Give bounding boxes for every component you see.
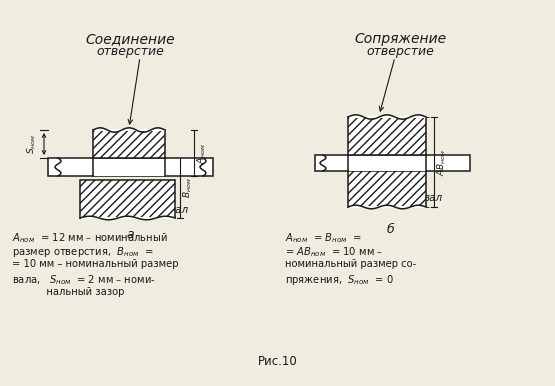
Bar	[348, 171, 426, 207]
Text: вала,   $S_{ном}$  = 2 мм – номи-: вала, $S_{ном}$ = 2 мм – номи-	[12, 273, 156, 287]
Bar	[80, 180, 175, 218]
Text: $S_{ном}$: $S_{ном}$	[26, 134, 38, 154]
Text: вал: вал	[424, 193, 443, 203]
Text: размер отверстия,  $B_{ном}$  =: размер отверстия, $B_{ном}$ =	[12, 245, 154, 259]
Text: Соединение: Соединение	[85, 32, 175, 46]
Text: $AB_{ном}$: $AB_{ном}$	[436, 148, 448, 176]
Text: пряжения,  $S_{ном}$  = 0: пряжения, $S_{ном}$ = 0	[285, 273, 394, 287]
Bar	[93, 130, 165, 158]
Text: б: б	[386, 223, 394, 236]
Bar	[93, 159, 164, 176]
Text: нальный зазор: нальный зазор	[12, 287, 124, 297]
Text: = 10 мм – номинальный размер: = 10 мм – номинальный размер	[12, 259, 179, 269]
Text: номинальный размер со-: номинальный размер со-	[285, 259, 416, 269]
Bar	[349, 116, 426, 117]
Text: отверстие: отверстие	[96, 45, 164, 58]
Bar	[349, 156, 426, 171]
Bar	[48, 158, 213, 176]
Text: вал: вал	[170, 205, 189, 215]
Bar	[80, 217, 174, 219]
Bar	[315, 155, 470, 171]
Bar	[349, 206, 426, 208]
Text: $A_{ном}$: $A_{ном}$	[196, 142, 209, 164]
Text: = $AB_{ном}$  = 10 мм –: = $AB_{ном}$ = 10 мм –	[285, 245, 384, 259]
Text: отверстие: отверстие	[366, 45, 434, 58]
Text: $A_{ном}$  = $B_{ном}$  =: $A_{ном}$ = $B_{ном}$ =	[285, 231, 362, 245]
Text: Сопряжение: Сопряжение	[354, 32, 446, 46]
Bar	[348, 117, 426, 155]
Text: Рис.10: Рис.10	[258, 355, 298, 368]
Text: $A_{ном}$  = 12 мм – номинальный: $A_{ном}$ = 12 мм – номинальный	[12, 231, 168, 245]
Text: $B_{ном}$: $B_{ном}$	[182, 178, 194, 198]
Text: а: а	[126, 228, 134, 241]
Bar	[93, 129, 164, 130]
